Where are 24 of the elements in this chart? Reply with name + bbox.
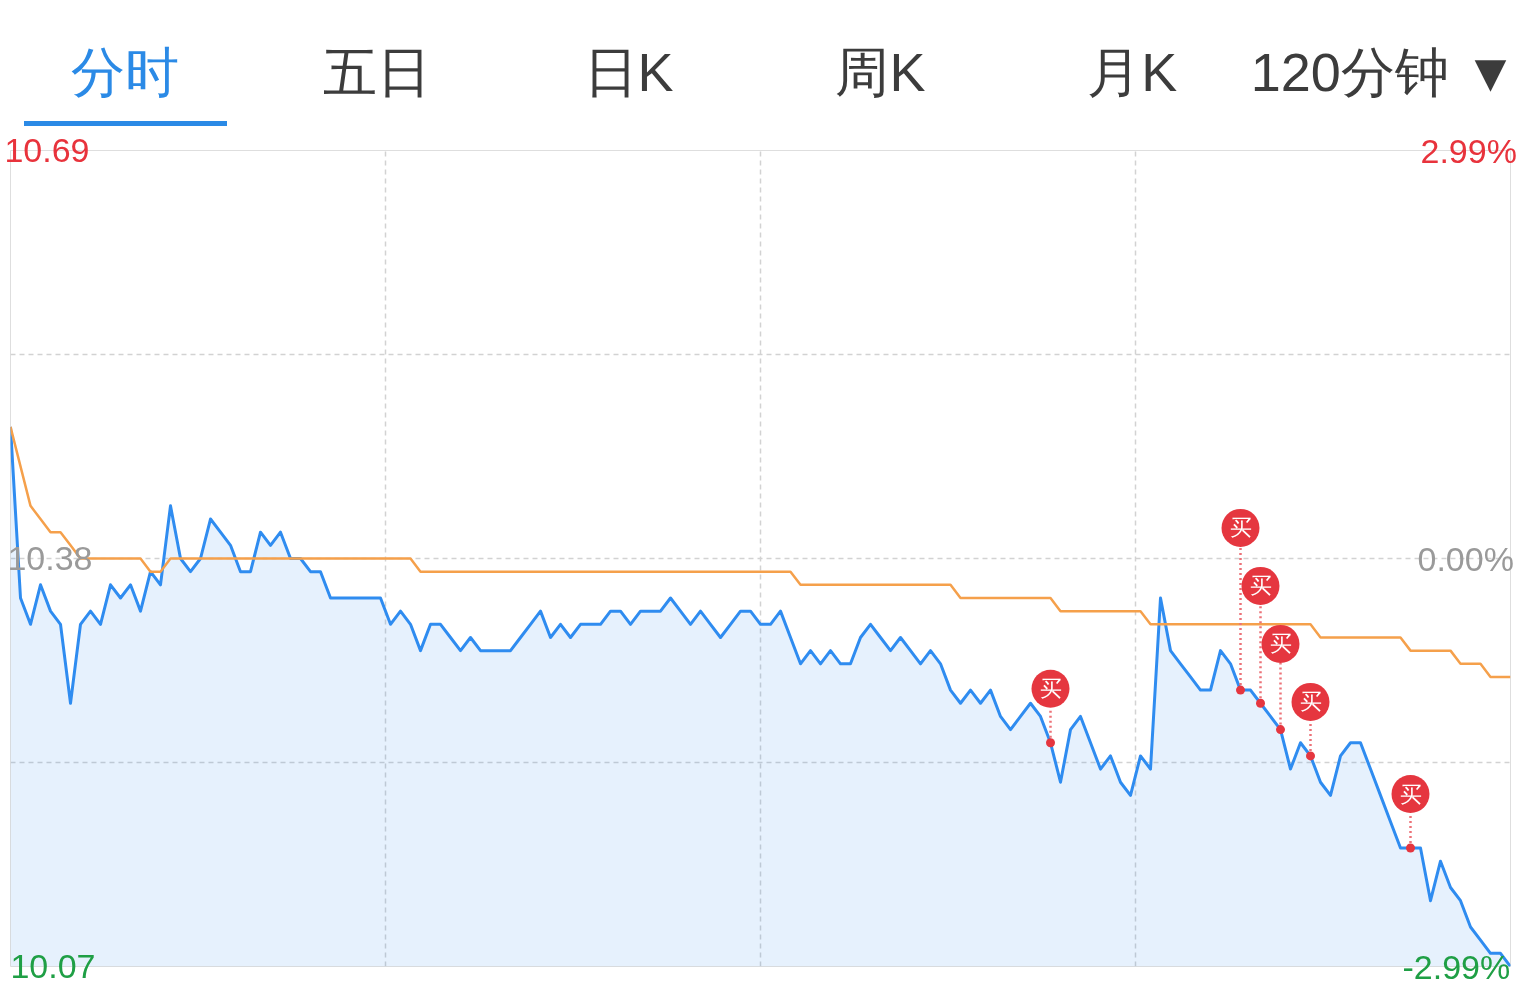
- point: [1236, 685, 1245, 695]
- text: 120分钟 ▼: [1250, 40, 1518, 104]
- chart-title: 分时: [71, 40, 179, 104]
- point: [1276, 725, 1285, 735]
- text: 月K: [1087, 40, 1178, 104]
- y2-tick-label: -2.99%: [1402, 947, 1511, 986]
- text: 日K: [583, 40, 674, 104]
- text: 买: [1399, 781, 1422, 807]
- point: [1306, 751, 1315, 761]
- text: 买: [1269, 631, 1292, 657]
- line-series: [10, 425, 1511, 679]
- point: [1256, 698, 1265, 708]
- series-label: 买: [1299, 689, 1322, 715]
- text: 周K: [835, 40, 926, 104]
- y-tick-label: 10.69: [4, 131, 90, 169]
- point: [1406, 843, 1415, 853]
- text: 买: [1249, 573, 1272, 599]
- point: [1046, 738, 1055, 748]
- y-tick-label: 10.07: [10, 947, 96, 985]
- text: 买: [1229, 515, 1252, 541]
- text: 买: [1039, 676, 1062, 702]
- text: 五日: [322, 40, 431, 104]
- y2-tick-label: 2.99%: [1420, 131, 1517, 170]
- y2-tick-label: 0.00%: [1417, 539, 1514, 578]
